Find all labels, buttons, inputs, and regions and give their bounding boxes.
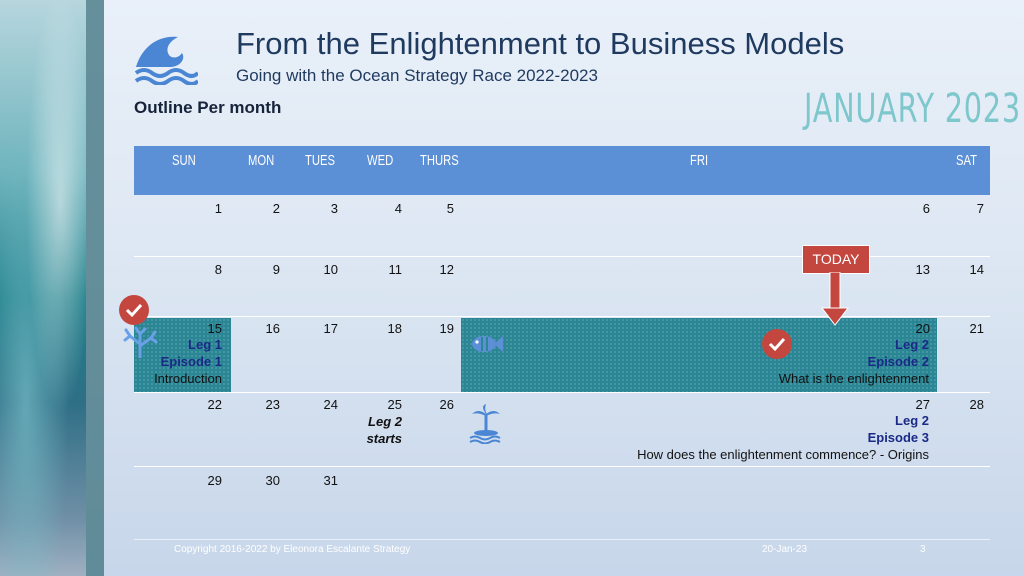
event-20-episode: Episode 2 (867, 354, 929, 369)
event-20: Leg 2 Episode 2 What is the enlightenmen… (600, 336, 929, 387)
date-21: 21 (969, 321, 984, 336)
page-subtitle: Going with the Ocean Strategy Race 2022-… (236, 66, 598, 85)
date-15: 15 (207, 321, 222, 336)
today-label: TODAY (802, 245, 870, 274)
date-30: 30 (265, 473, 280, 488)
date-25: 25 (387, 397, 402, 412)
date-3: 3 (330, 201, 338, 216)
weekday-mon: MON (248, 152, 275, 169)
wave-icon (134, 36, 198, 85)
date-4: 4 (394, 201, 402, 216)
outline-label: Outline Per month (134, 98, 282, 117)
weekday-sun: SUN (172, 152, 196, 169)
date-17: 17 (323, 321, 338, 336)
month-title: JANUARY 2023 (804, 86, 1021, 132)
date-18: 18 (387, 321, 402, 336)
date-29: 29 (207, 473, 222, 488)
date-14: 14 (969, 262, 984, 277)
event-27-episode: Episode 3 (867, 430, 929, 445)
date-22: 22 (207, 397, 222, 412)
check-circle-icon (119, 295, 149, 325)
check-circle-icon (762, 329, 792, 359)
date-13: 13 (915, 262, 930, 277)
date-20: 20 (915, 321, 930, 336)
date-2: 2 (272, 201, 280, 216)
date-28: 28 (969, 397, 984, 412)
weekday-thurs: THURS (420, 152, 459, 169)
event-27-topic: How does the enlightenment commence? - O… (637, 447, 929, 462)
date-23: 23 (265, 397, 280, 412)
footer-copyright: Copyright 2016-2022 by Eleonora Escalant… (174, 544, 411, 555)
event-20-topic: What is the enlightenment (778, 371, 929, 386)
date-19: 19 (439, 321, 454, 336)
fish-icon (472, 336, 503, 352)
date-5: 5 (446, 201, 454, 216)
event-15-leg: Leg 1 (188, 337, 222, 352)
date-9: 9 (272, 262, 280, 277)
footer-date: 20-Jan-23 (762, 544, 808, 555)
row-divider (134, 466, 990, 467)
row-divider (134, 256, 990, 257)
date-7: 7 (976, 201, 984, 216)
row-divider (134, 316, 990, 317)
event-27-leg: Leg 2 (895, 413, 929, 428)
today-arrow-icon (820, 272, 850, 326)
event-cell-20[interactable] (461, 318, 937, 392)
event-cell-15[interactable] (134, 318, 231, 392)
date-10: 10 (323, 262, 338, 277)
page-title: From the Enlightenment to Business Model… (236, 26, 845, 61)
event-15: Leg 1 Episode 1 Introduction (140, 336, 222, 387)
footer-page-number: 3 (920, 544, 926, 555)
date-27: 27 (915, 397, 930, 412)
date-1: 1 (214, 201, 222, 216)
event-15-episode: Episode 1 (160, 354, 222, 369)
weekday-sat: SAT (956, 152, 978, 169)
date-8: 8 (214, 262, 222, 277)
row-divider (134, 392, 990, 393)
date-26: 26 (439, 397, 454, 412)
weekday-tues: TUES (305, 152, 336, 169)
ocean-wave-image (0, 0, 86, 576)
date-11: 11 (388, 262, 403, 277)
date-31: 31 (323, 473, 338, 488)
leg-starts-line2: starts (366, 431, 402, 446)
date-6: 6 (922, 201, 930, 216)
date-16: 16 (265, 321, 280, 336)
date-24: 24 (323, 397, 338, 412)
leg-2-starts-note: Leg 2 starts (360, 413, 402, 447)
event-15-topic: Introduction (154, 371, 222, 386)
side-bar (86, 0, 104, 576)
footer-divider (134, 539, 990, 540)
island-palm-icon (469, 404, 501, 444)
weekday-fri: FRI (690, 152, 709, 169)
leg-starts-line1: Leg 2 (368, 414, 402, 429)
date-12: 12 (439, 262, 454, 277)
weekday-header (134, 146, 990, 195)
weekday-wed: WED (367, 152, 394, 169)
event-20-leg: Leg 2 (895, 337, 929, 352)
event-27: Leg 2 Episode 3 How does the enlightenme… (560, 412, 929, 463)
coral-icon (123, 326, 158, 358)
